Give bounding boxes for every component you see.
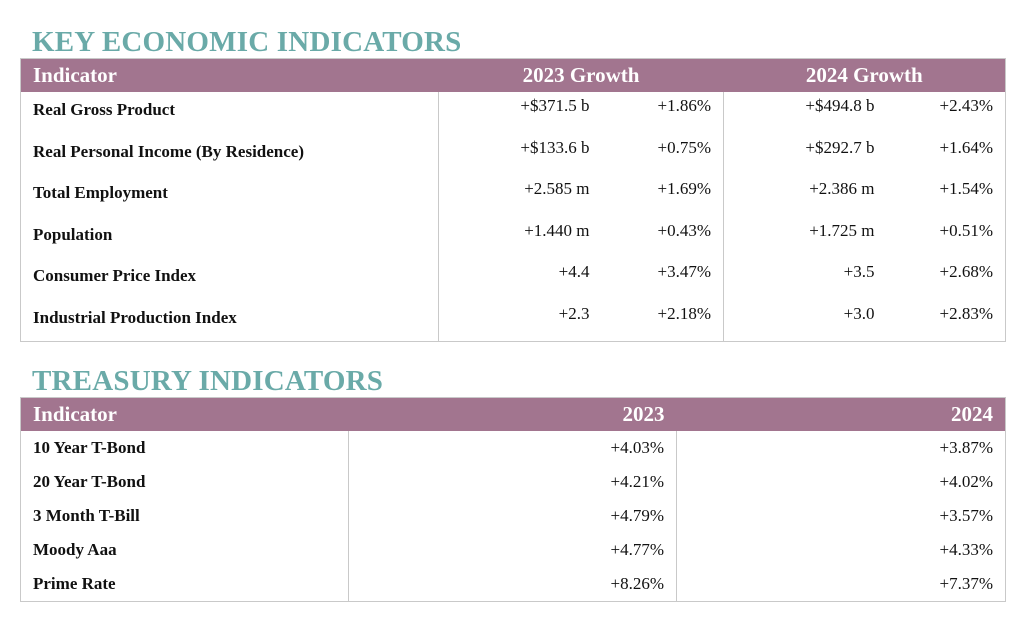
value-2023: +1.440 m — [438, 216, 604, 258]
value-2023: +2.585 m — [438, 175, 604, 217]
percent-2024: +2.83% — [939, 303, 994, 323]
value-2024: +4.33% — [676, 533, 1006, 567]
header-indicator: Indicator — [20, 397, 349, 431]
economic-indicators-title: KEY ECONOMIC INDICATORS — [32, 26, 462, 58]
table-row: Total Employment +2.585 m +1.69% +2.386 … — [21, 175, 1006, 217]
indicator-name: 10 Year T-Bond — [33, 438, 146, 457]
percent-2023: +0.75% — [657, 137, 712, 157]
value-2023: +2.3 — [438, 299, 604, 342]
treasury-indicators-table: Indicator 2023 2024 10 Year T-Bond +4.03… — [20, 397, 1006, 602]
value-2024: +1.725 m — [723, 216, 889, 258]
economic-header-row: Indicator 2023 Growth 2024 Growth — [20, 58, 1006, 92]
value-2024: +3.87% — [676, 431, 1006, 465]
table-row: 10 Year T-Bond +4.03% +3.87% — [21, 431, 1006, 465]
indicator-name: Moody Aaa — [33, 540, 117, 559]
indicator-name: Population — [33, 224, 113, 244]
table-row: 3 Month T-Bill +4.79% +3.57% — [21, 499, 1006, 533]
header-2024-growth: 2024 Growth — [723, 58, 1006, 92]
treasury-header-row: Indicator 2023 2024 — [20, 397, 1006, 431]
percent-2023: +2.18% — [657, 303, 712, 323]
percent-2024: +2.68% — [939, 262, 994, 281]
table-row: Real Personal Income (By Residence) +$13… — [21, 133, 1006, 175]
value-2024: +3.57% — [676, 499, 1006, 533]
indicator-name: Real Gross Product — [33, 100, 175, 119]
value-2023: +4.4 — [438, 258, 604, 300]
table-row: Moody Aaa +4.77% +4.33% — [21, 533, 1006, 567]
percent-2023: +0.43% — [657, 220, 712, 240]
header-2023: 2023 — [348, 397, 677, 431]
value-2023: +8.26% — [348, 567, 677, 602]
table-row: Prime Rate +8.26% +7.37% — [21, 567, 1006, 602]
indicator-name: 20 Year T-Bond — [33, 472, 146, 491]
header-2024: 2024 — [676, 397, 1006, 431]
treasury-indicators-title: TREASURY INDICATORS — [32, 365, 384, 397]
value-2024: +$494.8 b — [723, 92, 889, 134]
table-row: Consumer Price Index +4.4 +3.47% +3.5 +2… — [21, 258, 1006, 300]
value-2024: +3.0 — [723, 299, 889, 342]
value-2023: +4.77% — [348, 533, 677, 567]
percent-2023: +3.47% — [657, 262, 712, 281]
economic-indicators-table: Indicator 2023 Growth 2024 Growth Real G… — [20, 58, 1006, 342]
value-2024: +3.5 — [723, 258, 889, 300]
percent-2024: +1.54% — [939, 179, 994, 198]
table-row: 20 Year T-Bond +4.21% +4.02% — [21, 465, 1006, 499]
table-row: Real Gross Product +$371.5 b +1.86% +$49… — [21, 92, 1006, 134]
value-2023: +$133.6 b — [438, 133, 604, 175]
percent-2023: +1.69% — [657, 179, 712, 198]
value-2023: +4.79% — [348, 499, 677, 533]
value-2024: +$292.7 b — [723, 133, 889, 175]
value-2023: +$371.5 b — [438, 92, 604, 134]
percent-2024: +1.64% — [939, 137, 994, 157]
indicator-name: Total Employment — [33, 183, 168, 202]
table-row: Population +1.440 m +0.43% +1.725 m +0.5… — [21, 216, 1006, 258]
value-2024: +2.386 m — [723, 175, 889, 217]
header-2023-growth: 2023 Growth — [438, 58, 724, 92]
percent-2024: +0.51% — [939, 220, 994, 240]
value-2023: +4.03% — [348, 431, 677, 465]
header-indicator: Indicator — [20, 58, 439, 92]
table-row: Industrial Production Index +2.3 +2.18% … — [21, 299, 1006, 342]
indicator-name: Consumer Price Index — [33, 266, 197, 285]
indicator-name: 3 Month T-Bill — [33, 506, 140, 525]
percent-2024: +2.43% — [939, 96, 994, 115]
value-2023: +4.21% — [348, 465, 677, 499]
indicator-name: Industrial Production Index — [33, 307, 237, 327]
value-2024: +7.37% — [676, 567, 1006, 602]
value-2024: +4.02% — [676, 465, 1006, 499]
indicator-name: Real Personal Income (By Residence) — [33, 141, 305, 161]
percent-2023: +1.86% — [657, 96, 712, 115]
indicator-name: Prime Rate — [33, 574, 116, 593]
